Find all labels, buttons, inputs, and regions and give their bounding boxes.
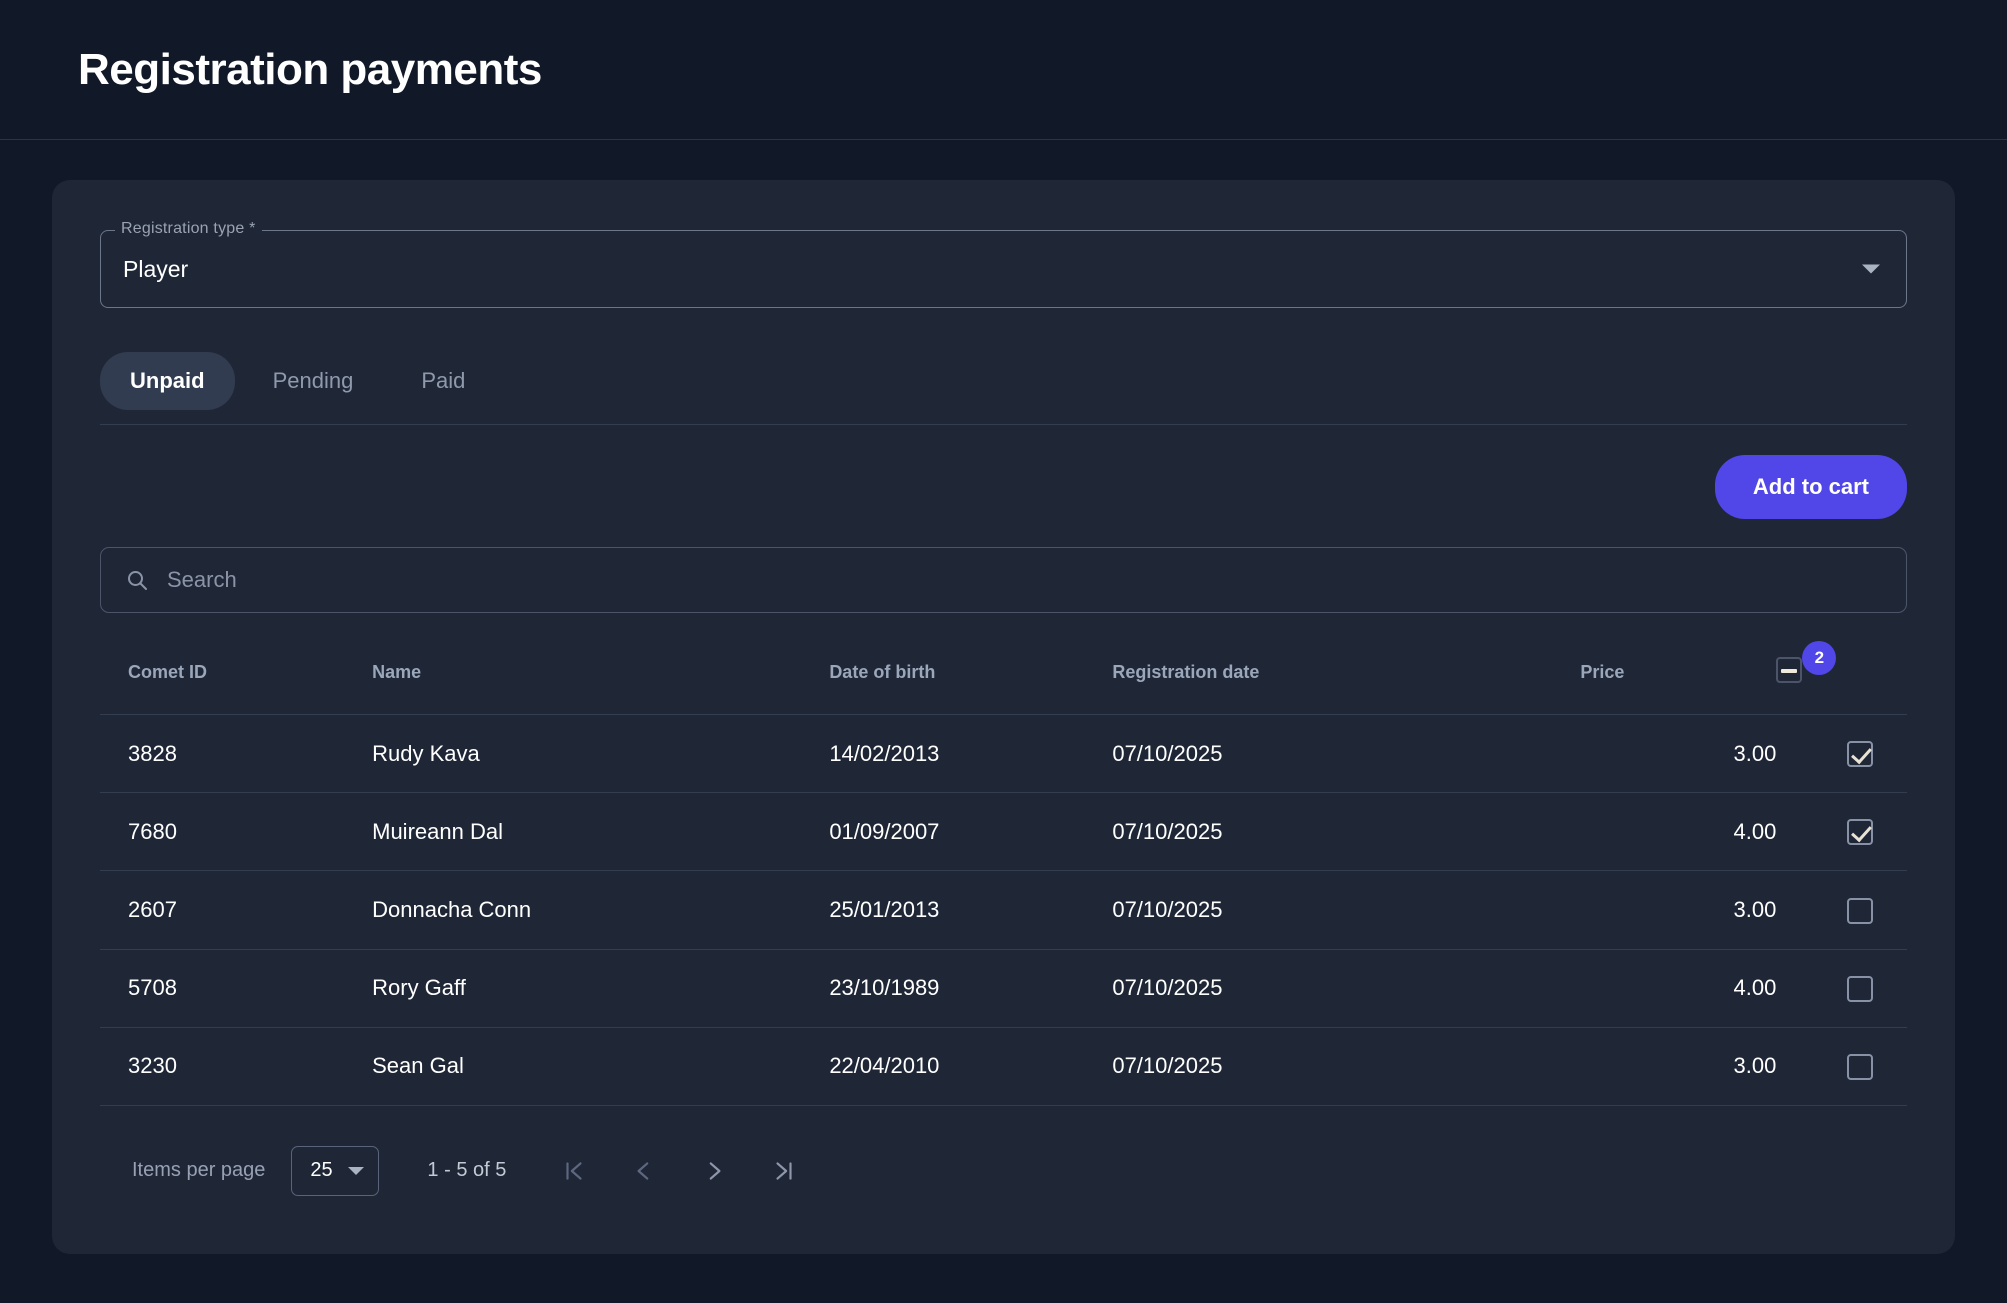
table-header-row: Comet ID Name Date of birth Registration… — [100, 623, 1907, 715]
cell-price: 3.00 — [1580, 1027, 1777, 1106]
cell-date-of-birth: 23/10/1989 — [829, 949, 1113, 1028]
cell-name: Sean Gal — [372, 1027, 830, 1106]
status-tabs: Unpaid Pending Paid — [100, 352, 1907, 425]
cell-comet-id: 5708 — [100, 949, 373, 1028]
row-checkbox[interactable] — [1847, 741, 1873, 768]
items-per-page-value: 25 — [310, 1159, 333, 1182]
first-page-icon[interactable] — [550, 1147, 598, 1195]
payments-table: Comet ID Name Date of birth Registration… — [100, 623, 1907, 1106]
cell-registration-date: 07/10/2025 — [1112, 714, 1581, 794]
row-checkbox[interactable] — [1847, 897, 1873, 924]
cell-select — [1776, 870, 1907, 950]
cell-registration-date: 07/10/2025 — [1112, 870, 1581, 950]
cell-registration-date: 07/10/2025 — [1112, 792, 1581, 872]
cell-date-of-birth: 01/09/2007 — [829, 792, 1113, 872]
selected-count-badge: 2 — [1802, 641, 1837, 675]
table-row[interactable]: 3828 Rudy Kava 14/02/2013 07/10/2025 3.0… — [100, 714, 1907, 794]
table-row[interactable]: 3230 Sean Gal 22/04/2010 07/10/2025 3.00 — [100, 1027, 1907, 1106]
tab-pending[interactable]: Pending — [272, 368, 354, 393]
search-input[interactable]: Search — [167, 567, 237, 592]
cell-price: 4.00 — [1580, 792, 1777, 872]
row-checkbox[interactable] — [1847, 1053, 1873, 1080]
payments-card: Registration type * Player Unpaid Pendin… — [52, 180, 1955, 1254]
table-header: Comet ID Name Date of birth Registration… — [100, 623, 1907, 715]
cell-comet-id: 3828 — [100, 714, 373, 794]
next-page-icon[interactable] — [690, 1147, 738, 1195]
add-to-cart-button[interactable]: Add to cart — [1714, 455, 1907, 519]
pagination-controls — [550, 1147, 808, 1195]
select-all-checkbox[interactable] — [1776, 657, 1803, 683]
cell-name: Donnacha Conn — [372, 870, 830, 950]
cell-name: Rudy Kava — [372, 714, 830, 794]
cell-select — [1776, 949, 1907, 1028]
table-row[interactable]: 2607 Donnacha Conn 25/01/2013 07/10/2025… — [100, 870, 1907, 950]
chevron-down-icon — [348, 1166, 365, 1175]
items-per-page-select[interactable]: 25 — [291, 1145, 380, 1196]
cell-name: Muireann Dal — [372, 792, 830, 872]
cell-date-of-birth: 22/04/2010 — [829, 1027, 1113, 1106]
cell-price: 4.00 — [1580, 949, 1777, 1028]
row-checkbox[interactable] — [1847, 975, 1873, 1002]
last-page-icon[interactable] — [760, 1147, 808, 1195]
paginator: Items per page 25 1 - 5 of 5 — [100, 1106, 1907, 1196]
search-icon — [125, 568, 149, 592]
registration-type-select[interactable]: Registration type * Player — [100, 220, 1907, 308]
items-per-page-label: Items per page — [132, 1159, 266, 1182]
cell-registration-date: 07/10/2025 — [1112, 949, 1581, 1028]
cell-select — [1776, 1027, 1907, 1106]
cell-name: Rory Gaff — [372, 949, 830, 1028]
chevron-down-icon[interactable] — [1862, 264, 1880, 274]
table-row[interactable]: 7680 Muireann Dal 01/09/2007 07/10/2025 … — [100, 792, 1907, 872]
column-header-registration-date[interactable]: Registration date — [1112, 623, 1581, 715]
content-area: Registration type * Player Unpaid Pendin… — [0, 140, 2007, 1254]
column-header-select: 2 — [1776, 623, 1907, 715]
cell-date-of-birth: 25/01/2013 — [829, 870, 1113, 950]
action-row: Add to cart — [100, 455, 1907, 519]
table-row[interactable]: 5708 Rory Gaff 23/10/1989 07/10/2025 4.0… — [100, 949, 1907, 1028]
cell-select — [1776, 714, 1907, 794]
search-field[interactable]: Search — [100, 547, 1907, 613]
cell-price: 3.00 — [1580, 870, 1777, 950]
page-title: Registration payments — [78, 44, 542, 94]
cell-comet-id: 7680 — [100, 792, 373, 872]
table-body: 3828 Rudy Kava 14/02/2013 07/10/2025 3.0… — [100, 714, 1907, 1106]
column-header-name[interactable]: Name — [372, 623, 830, 715]
column-header-price[interactable]: Price — [1580, 623, 1777, 715]
cell-date-of-birth: 14/02/2013 — [829, 714, 1113, 794]
tab-unpaid[interactable]: Unpaid — [100, 352, 235, 410]
cell-comet-id: 2607 — [100, 870, 373, 950]
tab-paid[interactable]: Paid — [421, 368, 466, 393]
previous-page-icon[interactable] — [620, 1147, 668, 1195]
registration-type-value: Player — [123, 255, 189, 282]
app-header: Registration payments — [0, 0, 2007, 140]
cell-price: 3.00 — [1580, 714, 1777, 794]
registration-type-label: Registration type * — [115, 220, 262, 238]
pagination-range-label: 1 - 5 of 5 — [427, 1159, 507, 1182]
row-checkbox[interactable] — [1847, 819, 1873, 846]
column-header-comet-id[interactable]: Comet ID — [100, 623, 373, 715]
cell-select — [1776, 792, 1907, 872]
cell-comet-id: 3230 — [100, 1027, 373, 1106]
cell-registration-date: 07/10/2025 — [1112, 1027, 1581, 1106]
column-header-date-of-birth[interactable]: Date of birth — [829, 623, 1113, 715]
